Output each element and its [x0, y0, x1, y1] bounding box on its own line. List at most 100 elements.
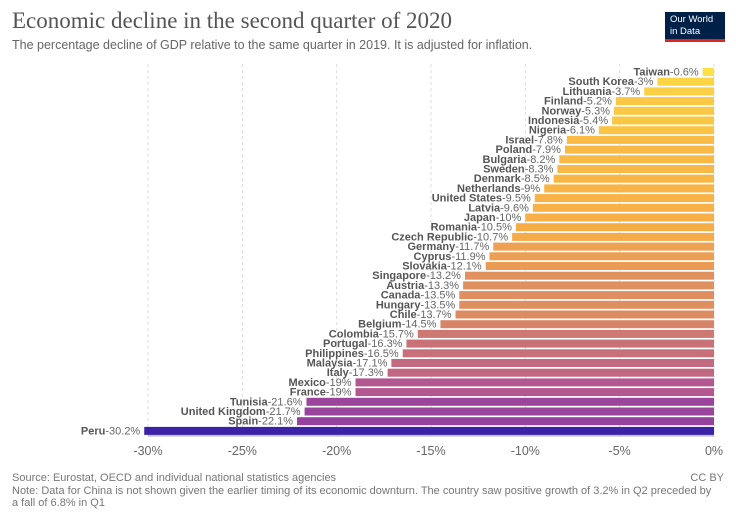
bar[interactable] — [387, 368, 714, 377]
value-label: -22.1% — [258, 416, 293, 428]
value-label: -10.7% — [473, 231, 508, 243]
bar[interactable] — [455, 310, 714, 319]
bar[interactable] — [493, 242, 714, 251]
value-label: -16.3% — [368, 338, 403, 350]
bar[interactable] — [489, 252, 714, 261]
bar-label: France-19% — [290, 387, 352, 399]
x-axis-ticks: -30% -25% -20% -15% -10% -5% 0% — [133, 444, 723, 458]
bar[interactable] — [657, 77, 714, 86]
bar-labels: Taiwan-0.6%South Korea-3%Lithuania-3.7%F… — [81, 67, 699, 438]
chart-title: Economic decline in the second quarter o… — [12, 8, 453, 33]
bar[interactable] — [391, 359, 714, 367]
bar[interactable] — [644, 87, 714, 96]
value-label: -14.5% — [402, 319, 437, 331]
category-label: Canada — [381, 290, 422, 302]
value-label: -5.2% — [583, 96, 612, 108]
category-label: Chile — [390, 309, 417, 321]
bar-label: Tunisia-21.6% — [230, 396, 303, 408]
bar[interactable] — [612, 116, 714, 125]
bar[interactable] — [459, 291, 714, 300]
value-label: -13.7% — [417, 309, 452, 321]
bar-label: Singapore-13.2% — [372, 270, 461, 282]
bar-label: Nigeria-6.1% — [529, 125, 595, 137]
bar-label: Latvia-9.6% — [468, 202, 529, 214]
bar[interactable] — [525, 213, 714, 222]
bar[interactable] — [355, 388, 714, 397]
bar-label: Colombia-15.7% — [329, 328, 414, 340]
bar-label: Slovakia-12.1% — [402, 261, 482, 273]
category-label: Malaysia — [307, 358, 354, 370]
bar-label: Netherlands-9% — [457, 183, 540, 195]
bar-label: Cyprus-11.9% — [414, 251, 486, 263]
bar-label: Peru-30.2% — [81, 425, 141, 437]
bar[interactable] — [553, 174, 714, 183]
license-link[interactable]: CC BY — [690, 472, 724, 484]
bar[interactable] — [459, 300, 714, 309]
bar[interactable] — [557, 165, 714, 173]
x-tick-label: -20% — [322, 444, 351, 458]
bar[interactable] — [406, 339, 714, 348]
value-label: -9% — [521, 183, 541, 195]
source-text: Source: Eurostat, OECD and individual na… — [12, 472, 337, 484]
value-label: -8.2% — [527, 154, 556, 166]
value-label: -5.4% — [579, 115, 608, 127]
bar[interactable] — [306, 397, 714, 406]
bar-label: Canada-13.5% — [381, 290, 456, 302]
category-label: Sweden — [483, 164, 525, 176]
category-label: Bulgaria — [483, 154, 528, 166]
bar-label: Poland-7.9% — [496, 144, 562, 156]
category-label: Portugal — [323, 338, 368, 350]
bar-label: Finland-5.2% — [544, 96, 612, 108]
bar[interactable] — [512, 232, 714, 241]
category-label: Poland — [496, 144, 533, 156]
value-label: -7.8% — [534, 134, 563, 146]
value-label: -11.9% — [451, 251, 485, 263]
bar[interactable] — [702, 68, 714, 76]
bar[interactable] — [304, 407, 714, 416]
bar[interactable] — [355, 378, 714, 387]
category-label: South Korea — [568, 76, 634, 88]
bar[interactable] — [402, 349, 714, 358]
bar[interactable] — [515, 223, 714, 232]
x-tick-label: 0% — [705, 444, 723, 458]
value-label: -7.9% — [532, 144, 561, 156]
bar[interactable] — [566, 135, 714, 144]
bar[interactable] — [297, 417, 714, 426]
category-label: Czech Republic — [391, 231, 473, 243]
bar-label: Lithuania-3.7% — [563, 86, 641, 98]
bar-label: Sweden-8.3% — [483, 164, 554, 176]
bar[interactable] — [559, 155, 714, 164]
bar[interactable] — [614, 106, 714, 115]
bar[interactable] — [564, 145, 714, 154]
bar[interactable] — [532, 203, 714, 212]
value-label: -6.1% — [566, 125, 595, 137]
bar[interactable] — [485, 262, 714, 270]
logo-line-2: in Data — [670, 25, 701, 37]
our-world-in-data-logo[interactable]: Our World in Data — [665, 12, 725, 42]
bar[interactable] — [144, 426, 714, 435]
bar[interactable] — [463, 281, 714, 290]
bar-label: Mexico-19% — [289, 377, 352, 389]
bar[interactable] — [615, 97, 714, 106]
bar-label: Austria-13.3% — [386, 280, 459, 292]
category-label: Cyprus — [414, 251, 452, 263]
value-label: -13.5% — [420, 290, 455, 302]
bar[interactable] — [417, 329, 714, 338]
bar-label: Portugal-16.3% — [323, 338, 403, 350]
bar[interactable] — [598, 126, 714, 135]
value-label: -17.1% — [353, 358, 388, 370]
category-label: United Kingdom — [181, 406, 266, 418]
bar[interactable] — [534, 194, 714, 203]
bar-label: Japan-10% — [464, 212, 522, 224]
category-label: Indonesia — [528, 115, 580, 127]
bar[interactable] — [544, 184, 714, 193]
category-label: Latvia — [468, 202, 501, 214]
bar-label: Indonesia-5.4% — [528, 115, 608, 127]
category-label: Norway — [542, 105, 583, 117]
value-label: -15.7% — [379, 328, 414, 340]
bar[interactable] — [464, 271, 714, 280]
x-tick-label: -5% — [609, 444, 631, 458]
bar-label: Malaysia-17.1% — [307, 358, 388, 370]
bar[interactable] — [440, 320, 714, 329]
note-text: Note: Data for China is not shown given … — [12, 484, 712, 497]
